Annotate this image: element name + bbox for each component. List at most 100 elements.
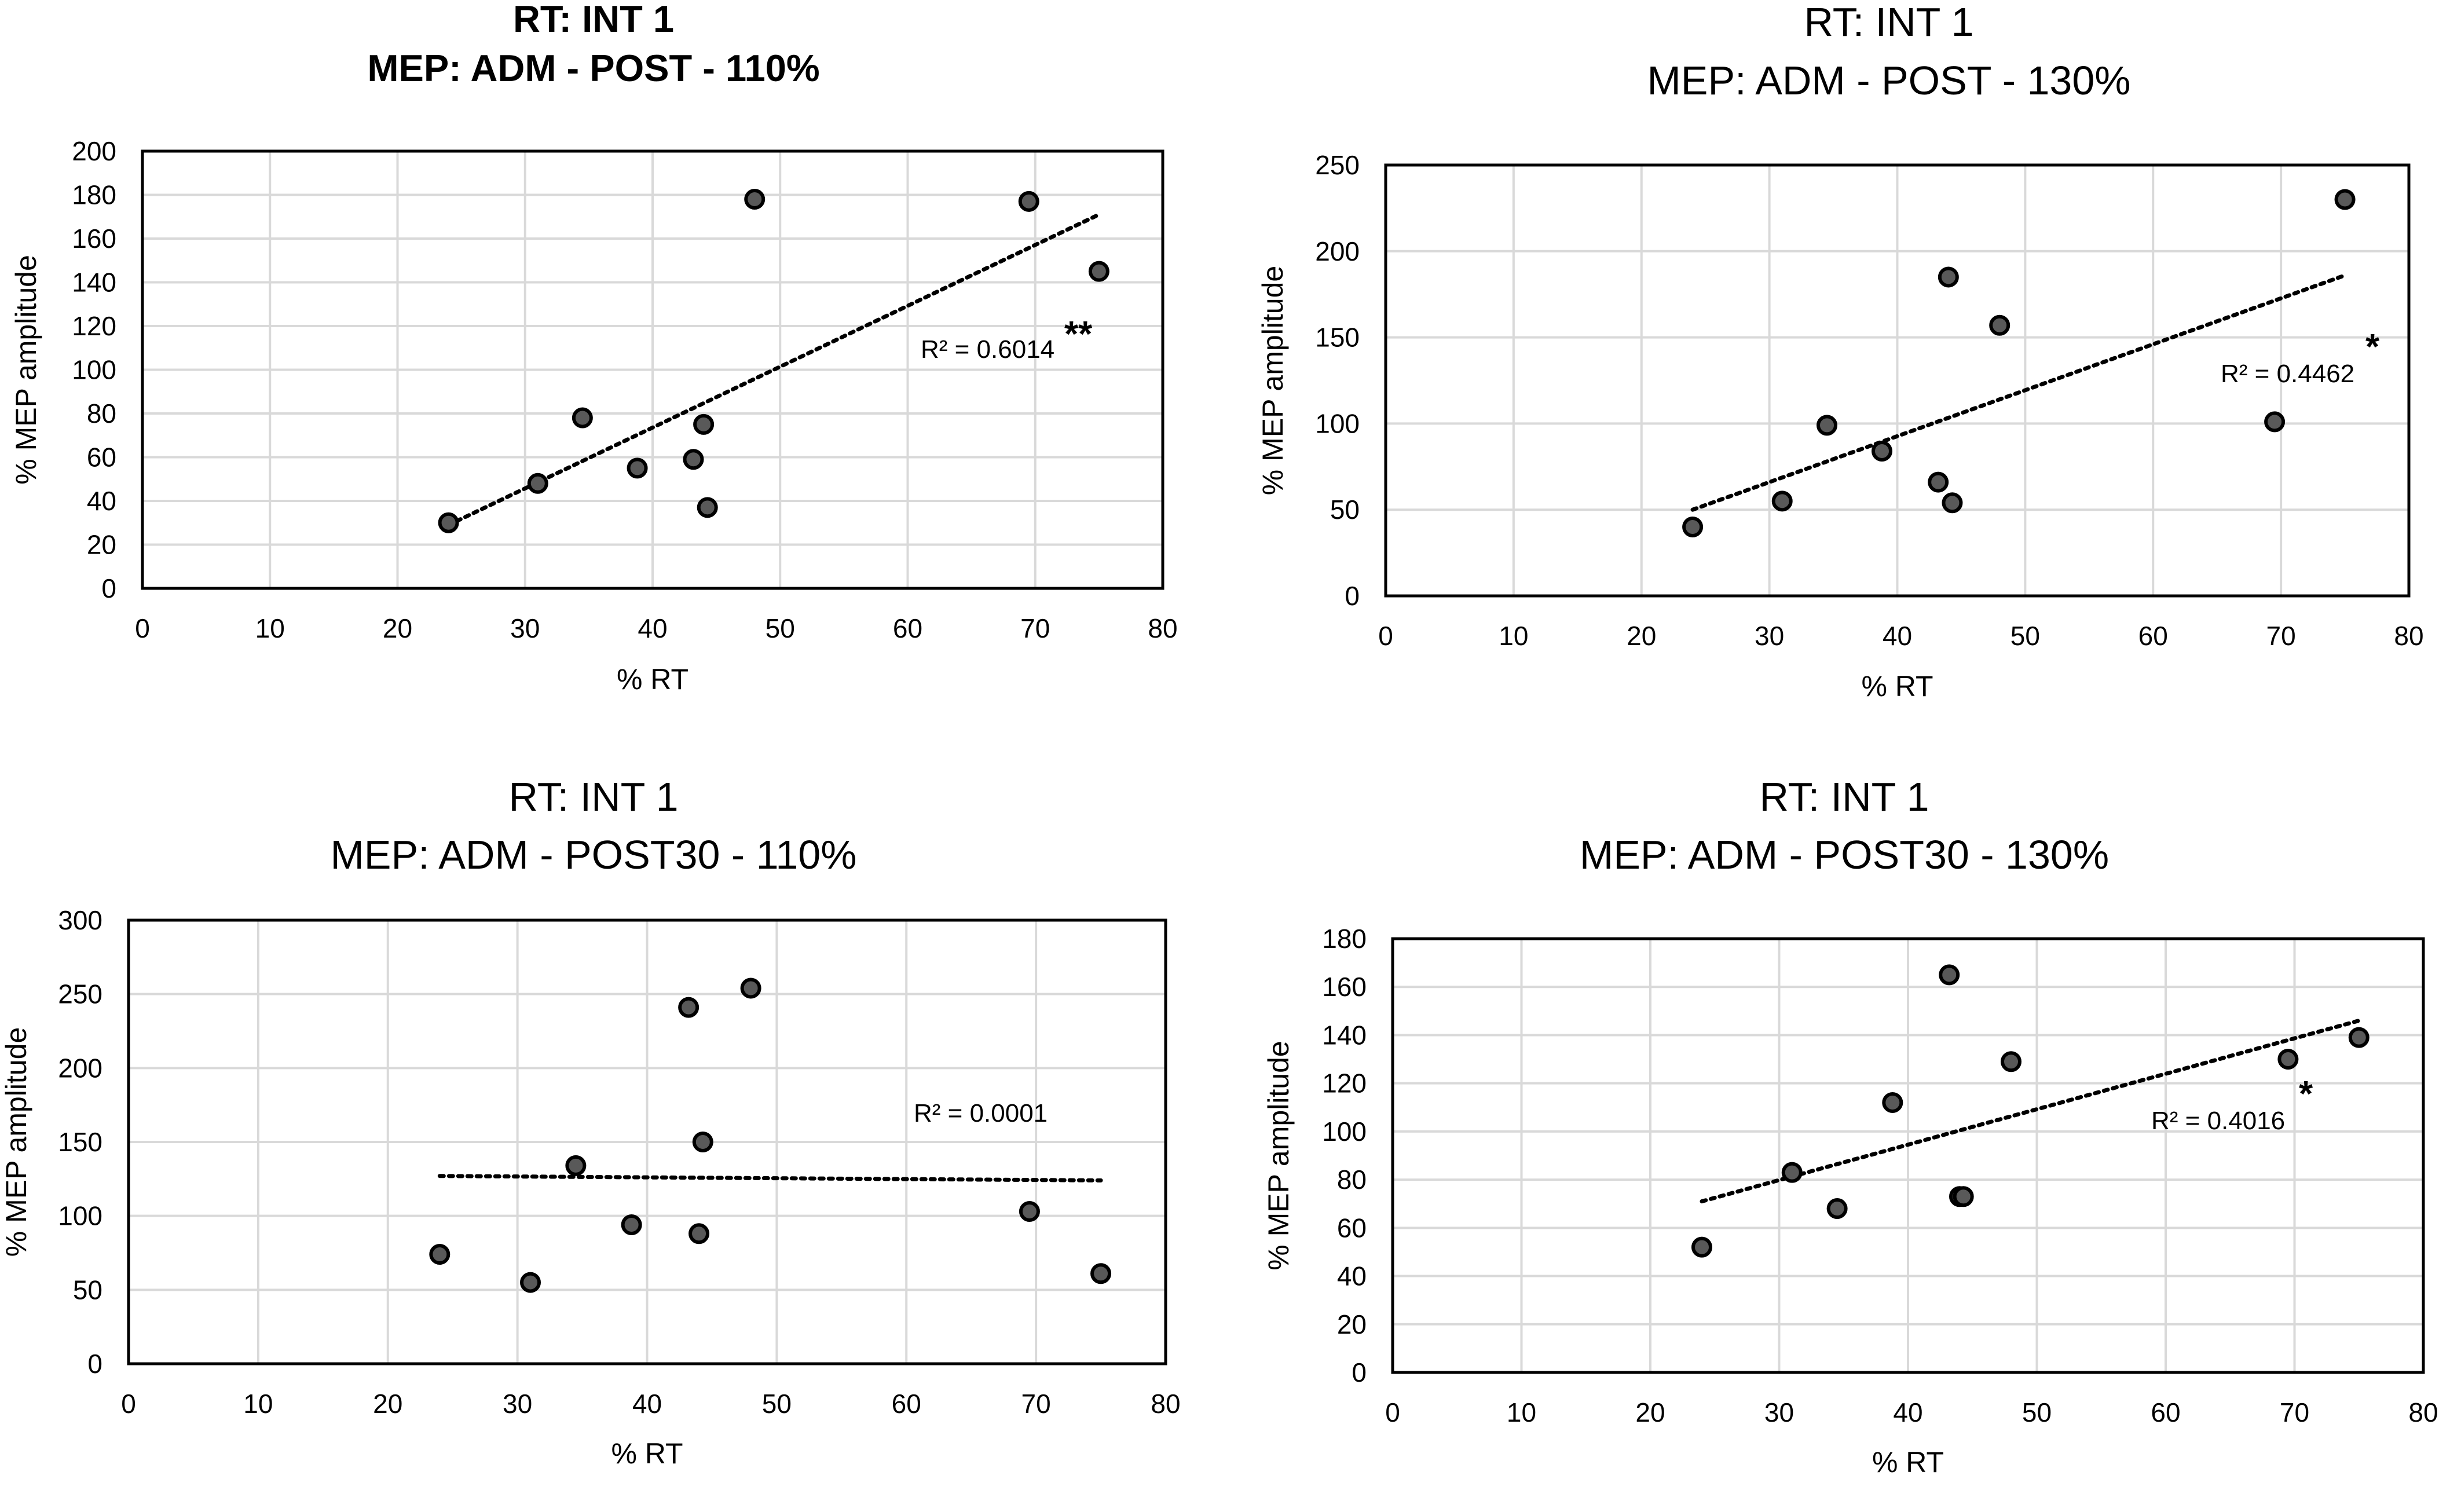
y-axis-label: % MEP amplitude xyxy=(1262,1041,1295,1270)
y-tick-label: 0 xyxy=(101,573,116,603)
significance-marker: * xyxy=(2365,327,2380,367)
y-axis-label: % MEP amplitude xyxy=(10,255,42,484)
chart-title-line2: MEP: ADM - POST30 - 110% xyxy=(331,832,857,877)
scatter-point xyxy=(572,407,593,429)
x-tick-label: 30 xyxy=(1764,1397,1794,1427)
scatter-point xyxy=(520,1272,541,1293)
x-axis-label: % RT xyxy=(617,663,689,695)
x-tick-label: 20 xyxy=(383,613,412,643)
scatter-point xyxy=(697,497,718,518)
x-tick-label: 10 xyxy=(243,1389,273,1419)
scatter-point xyxy=(627,457,648,479)
x-tick-label: 0 xyxy=(1385,1397,1400,1427)
scatter-point xyxy=(2348,1027,2370,1048)
x-tick-label: 60 xyxy=(2138,621,2168,651)
y-tick-label: 300 xyxy=(58,905,102,935)
scatter-point xyxy=(1938,266,1959,288)
scatter-point xyxy=(1826,1198,1848,1220)
y-tick-label: 40 xyxy=(87,486,116,516)
trendline xyxy=(446,212,1101,528)
y-tick-label: 150 xyxy=(1315,323,1360,353)
y-tick-label: 160 xyxy=(1322,972,1367,1002)
x-tick-label: 50 xyxy=(762,1389,792,1419)
scatter-point xyxy=(678,997,700,1018)
chart-panel-3: RT: INT 1 MEP: ADM - POST30 - 110% 0 10 20 30… xyxy=(0,774,1181,1470)
chart-title-line1: RT: INT 1 xyxy=(1759,774,1929,819)
chart-title-line2: MEP: ADM - POST - 130% xyxy=(1647,58,2130,103)
scatter-point xyxy=(1771,490,1793,512)
plot-frame xyxy=(127,918,1167,1365)
scatter-point xyxy=(1953,1186,1974,1207)
y-tick-label: 120 xyxy=(1322,1068,1367,1099)
y-tick-label: 100 xyxy=(1315,408,1360,438)
x-tick-label: 30 xyxy=(503,1389,532,1419)
scatter-point xyxy=(1817,415,1838,436)
plot-frame xyxy=(1384,163,2411,598)
x-tick-label: 60 xyxy=(892,1389,921,1419)
scatter-point xyxy=(621,1214,642,1235)
x-tick-label: 0 xyxy=(121,1389,136,1419)
y-tick-label: 80 xyxy=(87,398,116,429)
trendline xyxy=(1690,273,2348,512)
scatter-point xyxy=(689,1223,710,1244)
significance-marker: ** xyxy=(1064,314,1093,354)
scatter-point xyxy=(1871,441,1892,462)
y-tick-label: 200 xyxy=(72,136,116,166)
y-tick-label: 80 xyxy=(1337,1165,1367,1195)
x-tick-label: 30 xyxy=(510,613,540,643)
x-tick-label: 80 xyxy=(1148,613,1177,643)
r-squared-label: R² = 0.6014 xyxy=(921,335,1054,364)
chart-panel-4: RT: INT 1 MEP: ADM - POST30 - 130% 0 10 20 30… xyxy=(1262,774,2438,1478)
y-tick-label: 20 xyxy=(87,530,116,560)
chart-title-line2: MEP: ADM - POST30 - 130% xyxy=(1580,832,2109,877)
y-tick-label: 0 xyxy=(87,1349,102,1379)
scatter-point xyxy=(740,978,761,999)
x-axis-label: % RT xyxy=(1872,1446,1944,1478)
x-tick-label: 20 xyxy=(1627,621,1656,651)
x-tick-label: 40 xyxy=(638,613,667,643)
y-axis-label: % MEP amplitude xyxy=(1257,266,1289,495)
x-tick-label: 30 xyxy=(1755,621,1784,651)
scatter-point xyxy=(1018,191,1039,212)
x-tick-label: 20 xyxy=(373,1389,402,1419)
y-tick-label: 120 xyxy=(72,311,116,341)
y-tick-label: 40 xyxy=(1337,1261,1367,1291)
x-tick-label: 80 xyxy=(1151,1389,1180,1419)
y-tick-label: 150 xyxy=(58,1127,102,1157)
scatter-point xyxy=(1088,261,1109,282)
chart-panel-2: RT: INT 1 MEP: ADM - POST - 130% 0 10 20 30 40… xyxy=(1257,0,2424,702)
y-axis-label: % MEP amplitude xyxy=(0,1027,32,1257)
x-axis-label: % RT xyxy=(611,1437,683,1470)
scatter-point xyxy=(527,473,548,494)
chart-title-line1: RT: INT 1 xyxy=(1804,0,1973,45)
x-tick-label: 0 xyxy=(1378,621,1393,651)
scatter-point xyxy=(2334,189,2356,210)
y-tick-label: 0 xyxy=(1352,1357,1367,1387)
y-tick-label: 100 xyxy=(58,1201,102,1231)
scatter-point xyxy=(1090,1263,1112,1284)
x-tick-label: 80 xyxy=(2394,621,2423,651)
y-tick-label: 100 xyxy=(72,355,116,385)
scatter-point xyxy=(2264,411,2286,433)
x-tick-label: 50 xyxy=(2010,621,2040,651)
scatter-point xyxy=(438,512,459,533)
y-tick-label: 60 xyxy=(1337,1213,1367,1243)
x-tick-label: 0 xyxy=(135,613,150,643)
plot-frame xyxy=(141,149,1164,590)
r-squared-label: R² = 0.4016 xyxy=(2151,1107,2285,1135)
trendline xyxy=(1700,1018,2361,1204)
y-tick-label: 50 xyxy=(1330,495,1360,525)
scatter-point xyxy=(429,1244,451,1265)
chart-panel-1: RT: INT 1 MEP: ADM - POST - 110% 0 10 20 30 40… xyxy=(10,0,1178,695)
plot-frame xyxy=(1391,937,2425,1374)
y-tick-label: 20 xyxy=(1337,1309,1367,1339)
x-tick-label: 70 xyxy=(1020,613,1050,643)
y-tick-label: 0 xyxy=(1345,581,1360,611)
r-squared-label: R² = 0.4462 xyxy=(2221,360,2354,388)
chart-title-line1: RT: INT 1 xyxy=(513,0,674,40)
scatter-point xyxy=(1939,964,1960,986)
y-tick-label: 180 xyxy=(1322,924,1367,954)
scatter-point xyxy=(692,1132,713,1152)
y-tick-label: 60 xyxy=(87,442,116,473)
